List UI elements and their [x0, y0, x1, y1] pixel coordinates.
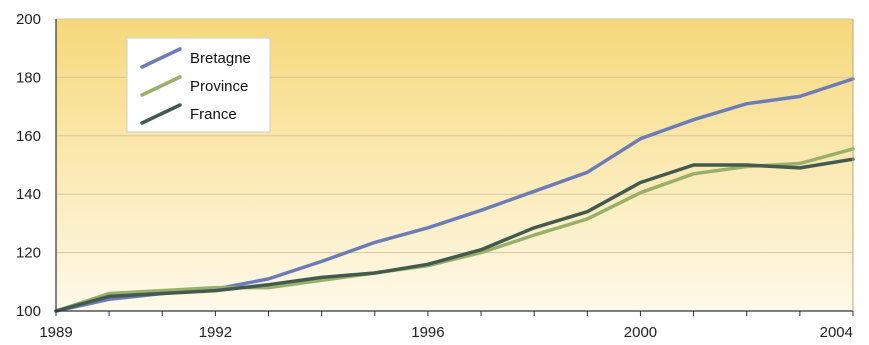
legend-swatch-bretagne: [140, 47, 182, 69]
legend-label-bretagne: Bretagne: [190, 50, 251, 67]
legend-box: [126, 37, 271, 133]
x-tick-label: 1989: [39, 324, 72, 341]
legend-label-france: France: [190, 106, 237, 123]
y-tick-label: 100: [16, 303, 41, 320]
legend-swatch-province: [140, 75, 182, 97]
legend: Bretagne Province France: [126, 37, 271, 133]
legend-label-province: Province: [190, 78, 248, 95]
y-tick-label: 120: [16, 245, 41, 262]
y-tick-label: 200: [16, 11, 41, 28]
axes: [55, 19, 854, 316]
y-tick-label: 160: [16, 128, 41, 145]
x-tick-label: 1992: [199, 324, 232, 341]
y-tick-label: 180: [16, 69, 41, 86]
x-tick-label: 1996: [411, 324, 444, 341]
x-tick-label: 2004: [820, 324, 853, 341]
tick-labels: 100 120 140 160 180 200 1989 1992 1996 2000 2004: [16, 11, 853, 341]
series-lines: [54, 77, 855, 313]
legend-swatch-france: [140, 103, 182, 125]
x-tick-label: 2000: [624, 324, 657, 341]
y-tick-label: 140: [16, 186, 41, 203]
series-line-france: [54, 157, 855, 313]
series-line-province: [54, 147, 855, 313]
